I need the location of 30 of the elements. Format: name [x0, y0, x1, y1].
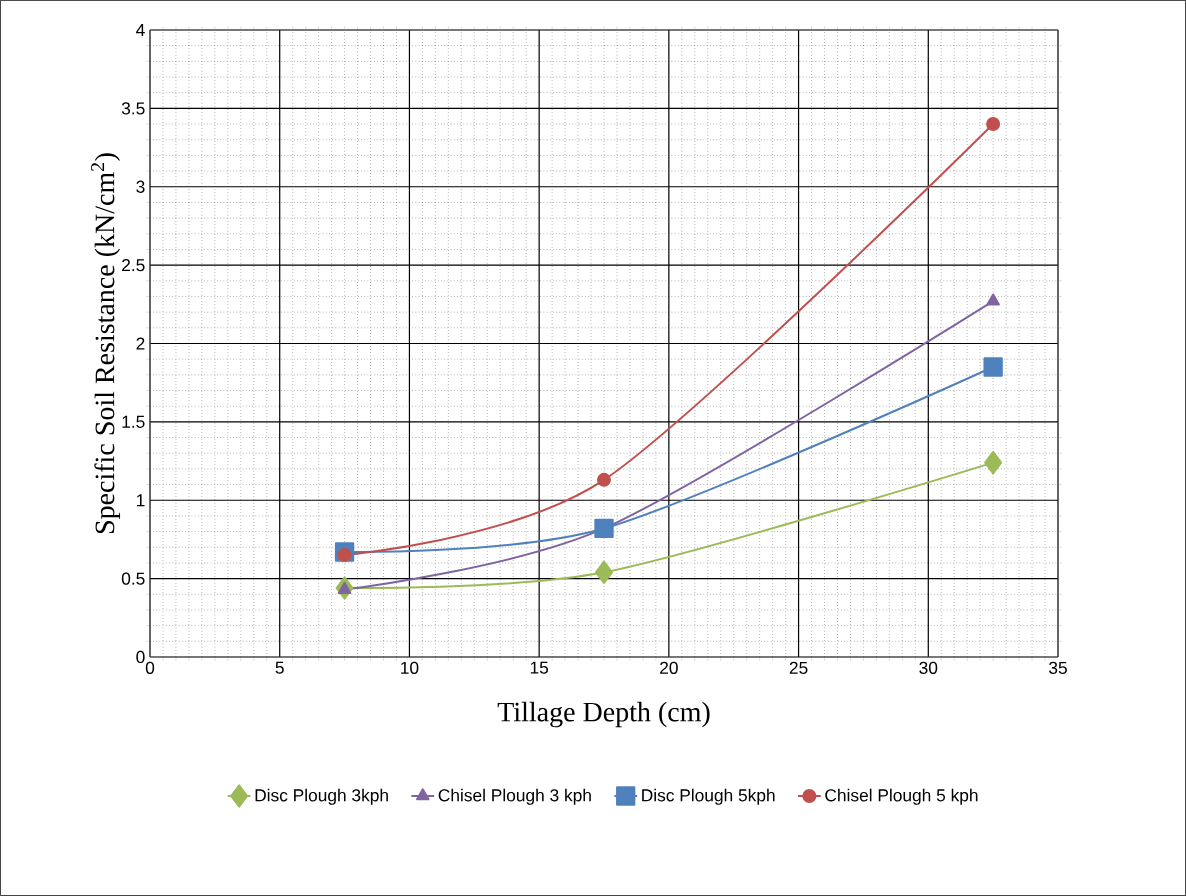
y-tick-label: 0 — [136, 650, 145, 664]
y-tick-label: 0.5 — [121, 572, 145, 585]
x-tick-label: 35 — [1049, 661, 1067, 674]
x-axis-title: Tillage Depth (cm) — [497, 701, 710, 728]
legend-label: Disc Plough 5kph — [642, 788, 775, 805]
legend-label: Chisel Plough 3 kph — [438, 788, 591, 805]
point — [984, 450, 1003, 475]
y-tick-label: 3.5 — [121, 102, 145, 115]
point — [594, 518, 614, 539]
point — [983, 357, 1003, 377]
x-tick-label: 20 — [660, 661, 678, 674]
point — [986, 117, 1001, 132]
x-tick-label: 15 — [530, 661, 549, 674]
x-tick-label: 5 — [275, 661, 284, 674]
y-tick-label: 1.5 — [122, 415, 145, 428]
y-tick-label: 4 — [136, 24, 145, 36]
legend-label: Chisel Plough 5 kph — [825, 788, 978, 805]
y-tick-label: 3 — [136, 180, 145, 193]
x-tick-label: 10 — [401, 661, 419, 674]
x-tick-label: 30 — [919, 661, 938, 674]
y-tick-label: 1 — [136, 494, 145, 507]
y-axis-title: Specific Soil Resistance (kN/cm$^{2}$) — [91, 153, 121, 534]
y-tick-label: 2 — [136, 337, 145, 350]
point — [597, 472, 611, 487]
legend-label: Disc Plough 3kph — [255, 788, 388, 805]
y-tick-label: 2.5 — [122, 258, 145, 272]
x-tick-label: 0 — [145, 661, 155, 674]
x-tick-label: 25 — [789, 661, 808, 674]
point — [337, 548, 352, 563]
point — [595, 560, 613, 585]
